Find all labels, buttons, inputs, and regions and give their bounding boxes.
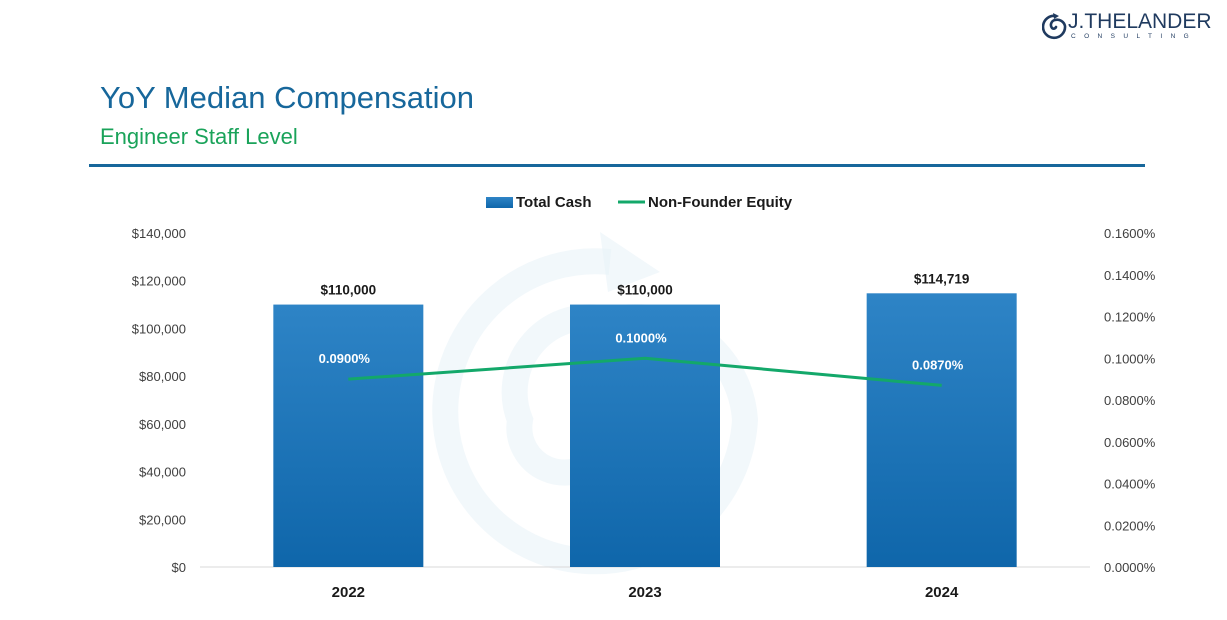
page-subtitle: Engineer Staff Level	[100, 124, 298, 149]
y-left-tick-label: $60,000	[139, 417, 186, 432]
bar-value-label: $110,000	[321, 283, 377, 298]
y-left-tick-label: $80,000	[139, 369, 186, 384]
y-left-tick-label: $20,000	[139, 512, 186, 527]
line-series-non-founder-equity	[348, 356, 942, 387]
legend-label-total-cash: Total Cash	[516, 194, 592, 211]
title-divider	[89, 164, 1145, 167]
logo-name: J.THELANDER	[1068, 10, 1212, 33]
x-tick-label: 2022	[332, 584, 365, 601]
line-data-labels: 0.0900% 0.1000% 0.0870%	[319, 330, 964, 372]
y-left-tick-label: $100,000	[132, 321, 186, 336]
bar-value-label: $110,000	[617, 283, 673, 298]
line-value-label: 0.0900%	[319, 351, 371, 366]
company-logo: J.THELANDER CONSULTING	[1042, 10, 1212, 44]
y-right-tick-label: 0.1200%	[1104, 310, 1156, 325]
y-right-tick-label: 0.1400%	[1104, 268, 1156, 283]
chart-legend: Total Cash Non-Founder Equity	[486, 194, 793, 211]
y-left-tick-label: $40,000	[139, 465, 186, 480]
watermark-spiral	[432, 232, 759, 575]
y-axis-left: $0 $20,000 $40,000 $60,000 $80,000 $100,000 $1…	[132, 226, 186, 575]
x-axis: 2022 2023 2024	[332, 584, 959, 601]
y-left-tick-label: $0	[172, 560, 186, 575]
y-axis-right: 0.0000% 0.0200% 0.0400% 0.0600% 0.0800% 0.100…	[1104, 226, 1156, 575]
page-title: YoY Median Compensation	[100, 80, 474, 115]
legend-label-non-founder-equity: Non-Founder Equity	[648, 194, 793, 211]
x-tick-label: 2023	[628, 584, 661, 601]
line-value-label: 0.0870%	[912, 357, 964, 372]
y-right-tick-label: 0.0200%	[1104, 518, 1156, 533]
spiral-logo-icon	[1042, 13, 1067, 40]
bar	[866, 293, 1017, 567]
y-right-tick-label: 0.0800%	[1104, 393, 1156, 408]
bar-value-label: $114,719	[914, 271, 970, 286]
y-right-tick-label: 0.1600%	[1104, 226, 1156, 241]
bar	[273, 304, 424, 567]
bar-data-labels: $110,000 $110,000 $114,719	[321, 271, 970, 297]
logo-subtitle: CONSULTING	[1071, 33, 1198, 40]
x-tick-label: 2024	[925, 584, 959, 601]
legend-swatch-total-cash	[486, 197, 513, 208]
line-value-label: 0.1000%	[615, 330, 667, 345]
y-right-tick-label: 0.0000%	[1104, 560, 1156, 575]
y-right-tick-label: 0.1000%	[1104, 351, 1156, 366]
bar-series-total-cash	[273, 293, 1017, 567]
y-left-tick-label: $140,000	[132, 226, 186, 241]
y-right-tick-label: 0.0600%	[1104, 435, 1156, 450]
y-left-tick-label: $120,000	[132, 274, 186, 289]
y-right-tick-label: 0.0400%	[1104, 477, 1156, 492]
bar	[570, 304, 720, 567]
